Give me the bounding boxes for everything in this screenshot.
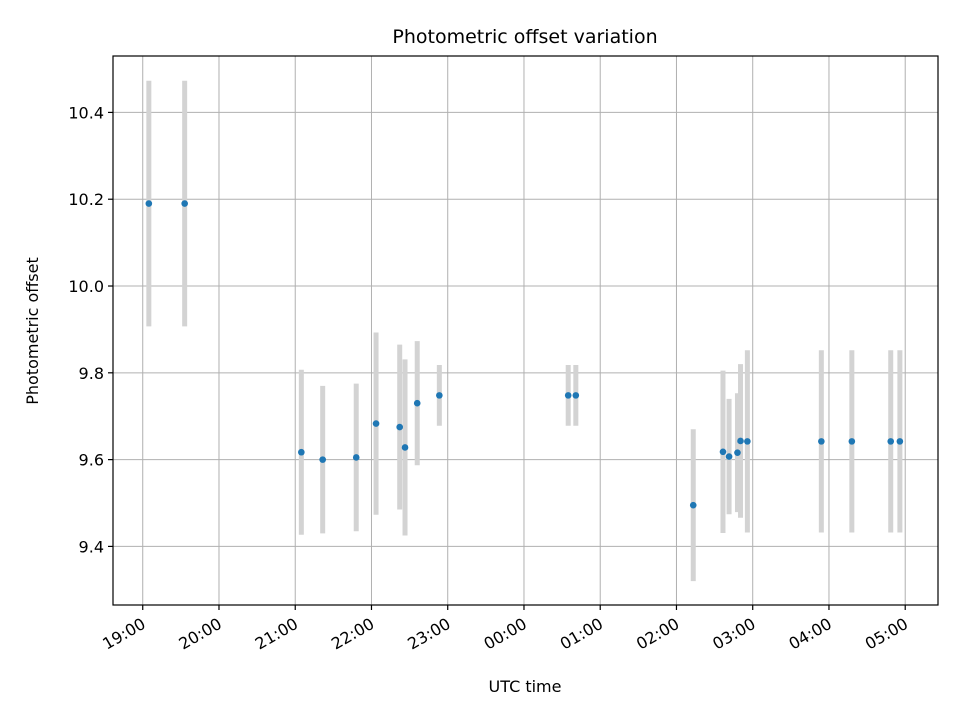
data-point — [848, 438, 856, 445]
data-point — [298, 448, 305, 456]
data-point — [818, 438, 825, 445]
data-points — [145, 200, 904, 509]
data-point — [401, 444, 409, 451]
data-point — [887, 438, 895, 445]
data-point — [719, 448, 727, 456]
data-point — [734, 449, 741, 456]
data-point — [689, 501, 697, 509]
data-point — [737, 437, 744, 445]
y-tick-label: 10.0 — [68, 277, 104, 296]
y-tick-label: 10.4 — [68, 103, 104, 122]
y-axis-ticks: 9.4 9.6 9.8 10.0 10.2 10.4 — [68, 103, 113, 556]
data-point — [396, 423, 403, 431]
data-point — [725, 453, 733, 460]
data-point — [436, 392, 443, 399]
data-point — [145, 200, 153, 207]
y-axis-label: Photometric offset — [23, 257, 42, 405]
data-point — [181, 200, 188, 207]
plot-frame — [112, 55, 939, 606]
data-point — [564, 392, 572, 399]
chart-title: Photometric offset variation — [392, 26, 657, 48]
data-point — [352, 454, 360, 461]
y-tick-label: 9.8 — [79, 364, 104, 383]
x-axis-label: UTC time — [489, 677, 562, 696]
data-point — [372, 420, 380, 427]
y-tick-label: 9.6 — [79, 451, 104, 470]
data-point — [413, 399, 421, 407]
data-point — [319, 456, 326, 463]
grid — [113, 56, 938, 605]
y-tick-label: 10.2 — [68, 190, 104, 209]
data-point — [572, 392, 580, 399]
y-tick-label: 9.4 — [79, 537, 104, 556]
data-point — [744, 438, 751, 445]
data-point — [896, 438, 904, 445]
